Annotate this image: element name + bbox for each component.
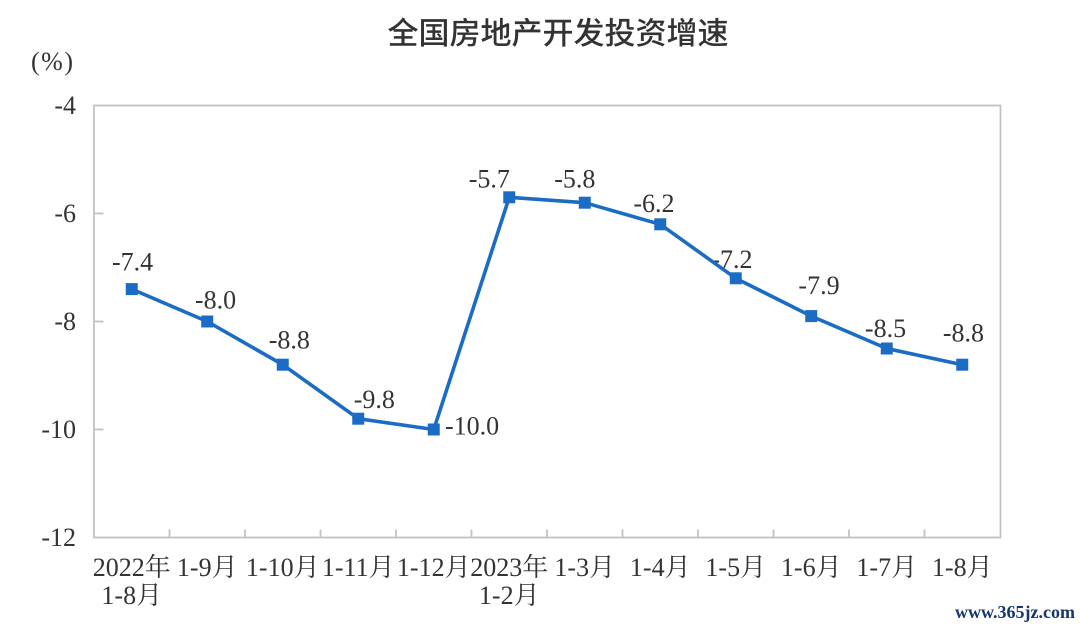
svg-text:-7.2: -7.2 <box>711 245 752 274</box>
svg-text:-10: -10 <box>41 415 76 444</box>
svg-text:-8.8: -8.8 <box>269 326 310 355</box>
svg-text:1-7月: 1-7月 <box>856 553 917 582</box>
svg-text:1-2月: 1-2月 <box>479 581 540 610</box>
svg-text:1-8月: 1-8月 <box>932 553 993 582</box>
svg-text:-7.9: -7.9 <box>798 271 839 300</box>
svg-text:-7.4: -7.4 <box>112 248 153 277</box>
svg-text:-8.0: -8.0 <box>195 286 236 315</box>
svg-text:(%): (%) <box>31 47 74 76</box>
svg-text:-9.8: -9.8 <box>354 385 395 414</box>
svg-text:www.365jz.com: www.365jz.com <box>955 602 1075 622</box>
svg-text:1-12月: 1-12月 <box>397 553 471 582</box>
svg-text:-8.5: -8.5 <box>865 314 906 343</box>
svg-text:-12: -12 <box>41 523 76 552</box>
svg-text:1-3月: 1-3月 <box>554 553 615 582</box>
svg-text:1-4月: 1-4月 <box>630 553 691 582</box>
svg-text:1-9月: 1-9月 <box>177 553 238 582</box>
svg-text:-6: -6 <box>54 199 76 228</box>
svg-text:1-11月: 1-11月 <box>322 553 395 582</box>
svg-text:-8.8: -8.8 <box>943 319 984 348</box>
svg-text:-10.0: -10.0 <box>445 412 499 441</box>
svg-text:1-8月: 1-8月 <box>101 581 162 610</box>
svg-text:-5.7: -5.7 <box>469 165 510 194</box>
svg-text:-8: -8 <box>54 307 76 336</box>
svg-text:2023年: 2023年 <box>470 553 548 582</box>
svg-text:2022年: 2022年 <box>93 553 171 582</box>
svg-text:1-6月: 1-6月 <box>781 553 842 582</box>
svg-text:1-5月: 1-5月 <box>705 553 766 582</box>
svg-text:-5.8: -5.8 <box>554 165 595 194</box>
svg-text:-6.2: -6.2 <box>633 189 674 218</box>
svg-text:-4: -4 <box>54 91 76 120</box>
svg-text:1-10月: 1-10月 <box>246 553 320 582</box>
